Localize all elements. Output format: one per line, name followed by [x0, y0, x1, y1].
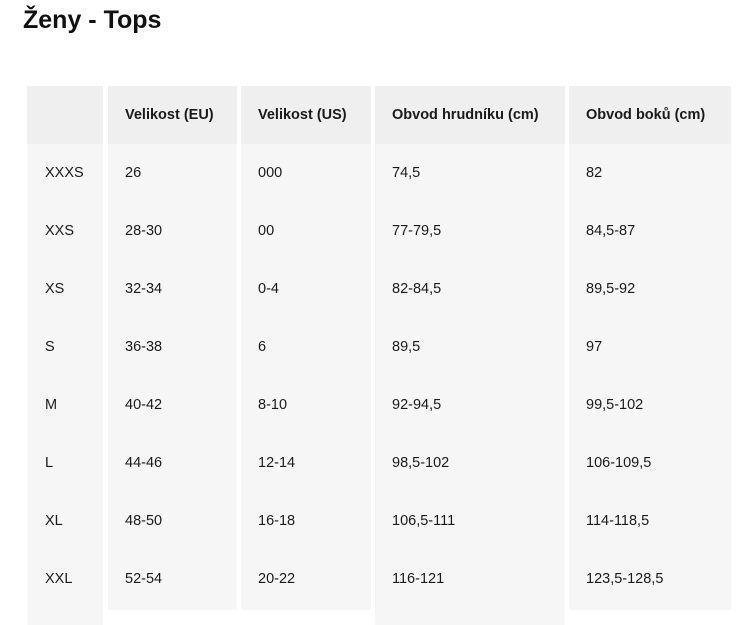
page-title: Ženy - Tops [23, 6, 162, 34]
header-cell-size-us: Velikost (US) [241, 86, 371, 144]
table-cell: 106,5-111 [392, 513, 456, 529]
table-cell: 8-10 [258, 397, 288, 413]
table-cell: 6 [258, 339, 267, 355]
size-table: XXXS XXS XS S M L XL XXL Velikost (EU) 26 28-30 32… [27, 86, 731, 625]
table-cell: 98,5-102 [392, 455, 450, 471]
table-cell: 89,5 [392, 339, 421, 355]
table-cell: 123,5-128,5 [586, 571, 664, 587]
table-cell: 82 [586, 165, 603, 181]
table-cell: 82-84,5 [392, 281, 442, 297]
table-cell: 28-30 [125, 223, 163, 239]
table-column-size-eu: Velikost (EU) 26 28-30 32-34 36-38 40-42 44-46… [108, 86, 237, 610]
table-column-size-label: XXXS XXS XS S M L XL XXL [27, 86, 103, 625]
table-cell: 99,5-102 [586, 397, 644, 413]
table-cell: 16-18 [258, 513, 296, 529]
table-cell: 40-42 [125, 397, 163, 413]
table-column-hips: Obvod boků (cm) 82 84,5-87 89,5-92 97 99,5-10… [569, 86, 731, 610]
table-cell: L [45, 455, 54, 471]
table-cell: M [45, 397, 58, 413]
table-cell: 89,5-92 [586, 281, 636, 297]
header-cell-chest: Obvod hrudníku (cm) [375, 86, 565, 144]
table-cell: 52-54 [125, 571, 163, 587]
table-cell: 48-50 [125, 513, 163, 529]
table-column-chest: Obvod hrudníku (cm) 74,5 77-79,5 82-84,5 89,… [375, 86, 565, 625]
table-cell: 114-118,5 [586, 513, 650, 529]
table-cell: 000 [258, 165, 283, 181]
table-cell: S [45, 339, 55, 355]
table-cell: 92-94,5 [392, 397, 442, 413]
header-cell-blank [27, 86, 103, 144]
table-cell: 106-109,5 [586, 455, 652, 471]
table-cell: XXXS [45, 165, 84, 181]
table-cell: 84,5-87 [586, 223, 636, 239]
table-cell: 74,5 [392, 165, 421, 181]
table-cell: 77-79,5 [392, 223, 442, 239]
table-cell: XS [45, 281, 65, 297]
table-cell: 36-38 [125, 339, 163, 355]
table-cell: 44-46 [125, 455, 163, 471]
header-cell-hips: Obvod boků (cm) [569, 86, 731, 144]
table-cell: XXS [45, 223, 75, 239]
table-column-size-us: Velikost (US) 000 00 0-4 6 8-10 12-14 16-18 20-2… [241, 86, 371, 610]
table-cell: 116-121 [392, 571, 445, 587]
table-cell: 12-14 [258, 455, 296, 471]
table-cell: 97 [586, 339, 603, 355]
table-cell: XXL [45, 571, 73, 587]
table-cell: XL [45, 513, 63, 529]
table-cell: 26 [125, 165, 142, 181]
table-cell: 20-22 [258, 571, 296, 587]
table-cell: 00 [258, 223, 275, 239]
table-cell: 32-34 [125, 281, 163, 297]
header-cell-size-eu: Velikost (EU) [108, 86, 237, 144]
table-cell: 0-4 [258, 281, 279, 297]
